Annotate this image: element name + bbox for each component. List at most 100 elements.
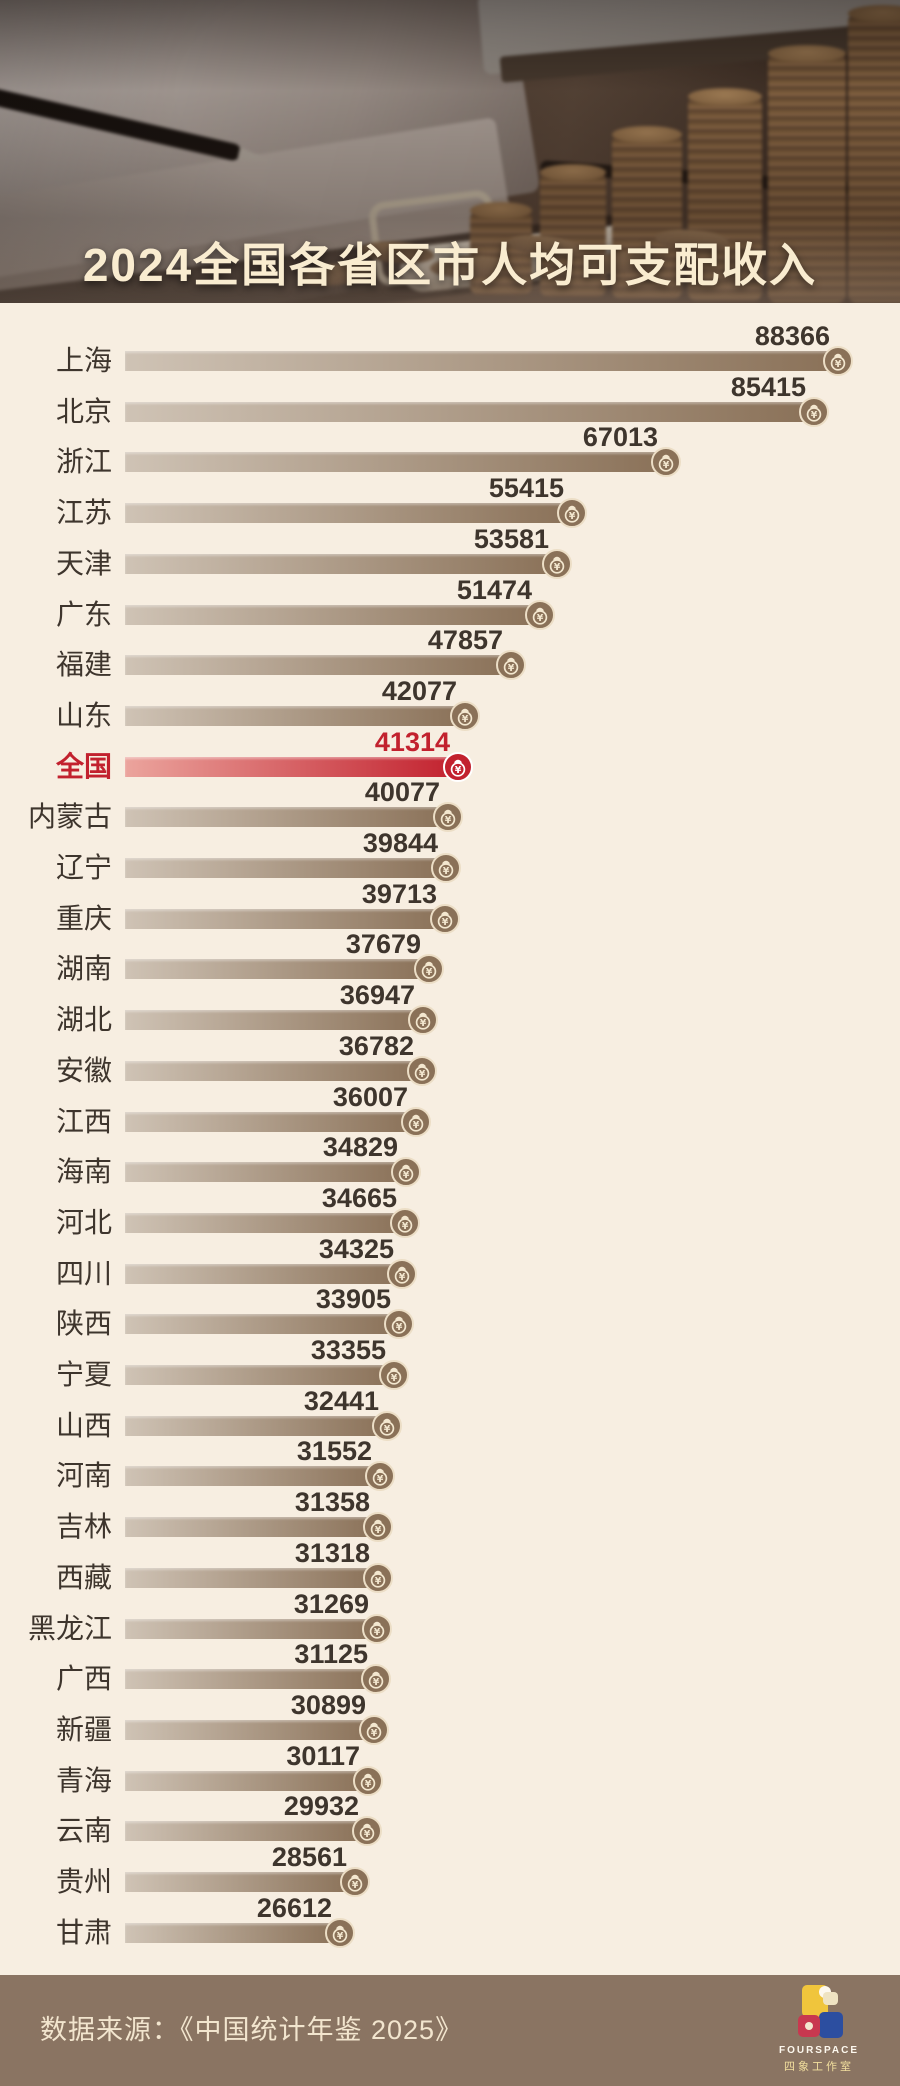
bar-area: 28561 ¥: [125, 1843, 900, 1908]
income-bar: [125, 1922, 340, 1943]
province-label: 重庆: [55, 902, 112, 934]
income-value: 32441: [303, 1385, 379, 1416]
money-bag-coin-icon: ¥: [361, 1664, 391, 1695]
bar-area: 36007 ¥: [125, 1083, 900, 1148]
chart-row: 西藏 31318 ¥: [0, 1539, 900, 1604]
svg-text:¥: ¥: [352, 1880, 359, 1891]
chart-row: 宁夏 33355 ¥: [0, 1336, 900, 1401]
money-bag-coin-icon: ¥: [325, 1917, 355, 1948]
income-bar: [125, 858, 446, 878]
province-label: 西藏: [55, 1561, 112, 1593]
bar-area: 30117 ¥: [125, 1742, 900, 1807]
province-label: 河南: [55, 1460, 112, 1492]
income-bar: [125, 1719, 374, 1740]
money-bag-coin-icon: ¥: [363, 1512, 393, 1543]
income-value: 26612: [256, 1892, 332, 1923]
income-bar: [125, 908, 445, 929]
income-bar: [125, 1365, 394, 1385]
bar-area: 51474 ¥: [125, 576, 900, 641]
income-bar: [125, 604, 540, 625]
income-bar: [125, 1060, 422, 1081]
money-bag-coin-icon: ¥: [430, 903, 460, 934]
income-bar: [125, 705, 465, 726]
chart-row: 安徽 36782 ¥: [0, 1032, 900, 1097]
svg-text:¥: ¥: [384, 1424, 391, 1435]
svg-text:¥: ¥: [399, 1272, 406, 1283]
svg-text:¥: ¥: [375, 1525, 382, 1536]
money-bag-coin-icon: ¥: [651, 447, 681, 478]
income-bar: [125, 1618, 377, 1639]
chart-row: 天津 53581 ¥: [0, 525, 900, 590]
income-bar: [125, 1770, 368, 1791]
income-value: 55415: [488, 473, 564, 504]
income-bar: [125, 1821, 367, 1842]
income-bar: [125, 1415, 387, 1436]
province-label: 湖北: [55, 1004, 112, 1036]
income-bar: [125, 959, 429, 980]
income-value: 39844: [362, 828, 438, 858]
svg-text:¥: ¥: [373, 1677, 380, 1688]
bar-area: 31552 ¥: [125, 1437, 900, 1502]
province-label: 宁夏: [55, 1359, 112, 1390]
income-bar: [125, 1111, 416, 1132]
chart-row: 黑龙江 31269 ¥: [0, 1590, 900, 1655]
money-bag-coin-icon: ¥: [496, 650, 526, 681]
money-bag-coin-icon: ¥: [391, 1157, 421, 1188]
money-bag-coin-icon: ¥: [414, 954, 444, 985]
bar-area: 32441 ¥: [125, 1387, 900, 1452]
income-bar: [125, 1567, 378, 1588]
svg-text:¥: ¥: [663, 461, 670, 472]
svg-text:¥: ¥: [508, 663, 515, 674]
bar-area: 31358 ¥: [125, 1488, 900, 1553]
chart-row: 河北 34665 ¥: [0, 1184, 900, 1249]
chart-row: 新疆 30899 ¥: [0, 1691, 900, 1756]
province-label: 四川: [55, 1257, 112, 1289]
money-bag-coin-icon: ¥: [363, 1562, 393, 1593]
income-value: 34665: [321, 1182, 397, 1213]
chart-row: 福建 47857 ¥: [0, 626, 900, 691]
chart-row: 山西 32441 ¥: [0, 1387, 900, 1452]
income-value: 36947: [339, 980, 415, 1011]
svg-text:¥: ¥: [391, 1373, 398, 1384]
province-label: 江西: [55, 1105, 112, 1137]
svg-text:¥: ¥: [375, 1576, 382, 1587]
svg-text:¥: ¥: [413, 1120, 420, 1131]
svg-text:¥: ¥: [419, 1069, 426, 1080]
income-value: 31318: [294, 1537, 370, 1568]
income-bar: [125, 807, 448, 828]
money-bag-coin-icon: ¥: [365, 1461, 395, 1492]
chart-row: 山东 42077 ¥: [0, 677, 900, 742]
svg-text:¥: ¥: [443, 866, 450, 877]
chart-row: 海南 34829 ¥: [0, 1133, 900, 1198]
svg-text:¥: ¥: [537, 613, 544, 624]
income-bar: [125, 756, 458, 777]
money-bag-coin-icon: ¥: [359, 1714, 389, 1745]
money-bag-coin-icon: ¥: [407, 1055, 437, 1086]
income-bar: [125, 1010, 423, 1031]
chart-row: 湖北 36947 ¥: [0, 981, 900, 1046]
chart-row: 内蒙古 40077 ¥: [0, 778, 900, 843]
bar-area: 47857 ¥: [125, 626, 900, 691]
province-label: 广西: [55, 1663, 112, 1695]
money-bag-coin-icon: ¥: [401, 1106, 431, 1137]
money-bag-coin-icon: ¥: [379, 1360, 409, 1390]
province-label: 新疆: [55, 1713, 112, 1745]
income-value: 41314: [374, 726, 450, 757]
chart-row: 江苏 55415 ¥: [0, 474, 900, 539]
province-label: 湖南: [55, 953, 112, 985]
bar-area: 40077 ¥: [125, 778, 900, 843]
province-label: 广东: [55, 598, 112, 630]
province-label: 江苏: [55, 497, 112, 529]
income-value: 31269: [293, 1588, 369, 1619]
province-label: 云南: [55, 1815, 112, 1847]
logo-subtext: 四象工作室: [784, 2061, 854, 2073]
income-bar: [125, 1212, 405, 1233]
province-label: 青海: [55, 1764, 112, 1796]
money-bag-coin-icon: ¥: [352, 1816, 382, 1847]
chart-row: 广东 51474 ¥: [0, 576, 900, 641]
bar-area: 55415 ¥: [125, 474, 900, 539]
bar-chart: 上海 88366 ¥ 北京 85415 ¥: [0, 303, 900, 1975]
chart-row: 青海 30117 ¥: [0, 1742, 900, 1807]
income-bar: [125, 553, 557, 574]
income-value: 36007: [332, 1081, 408, 1112]
